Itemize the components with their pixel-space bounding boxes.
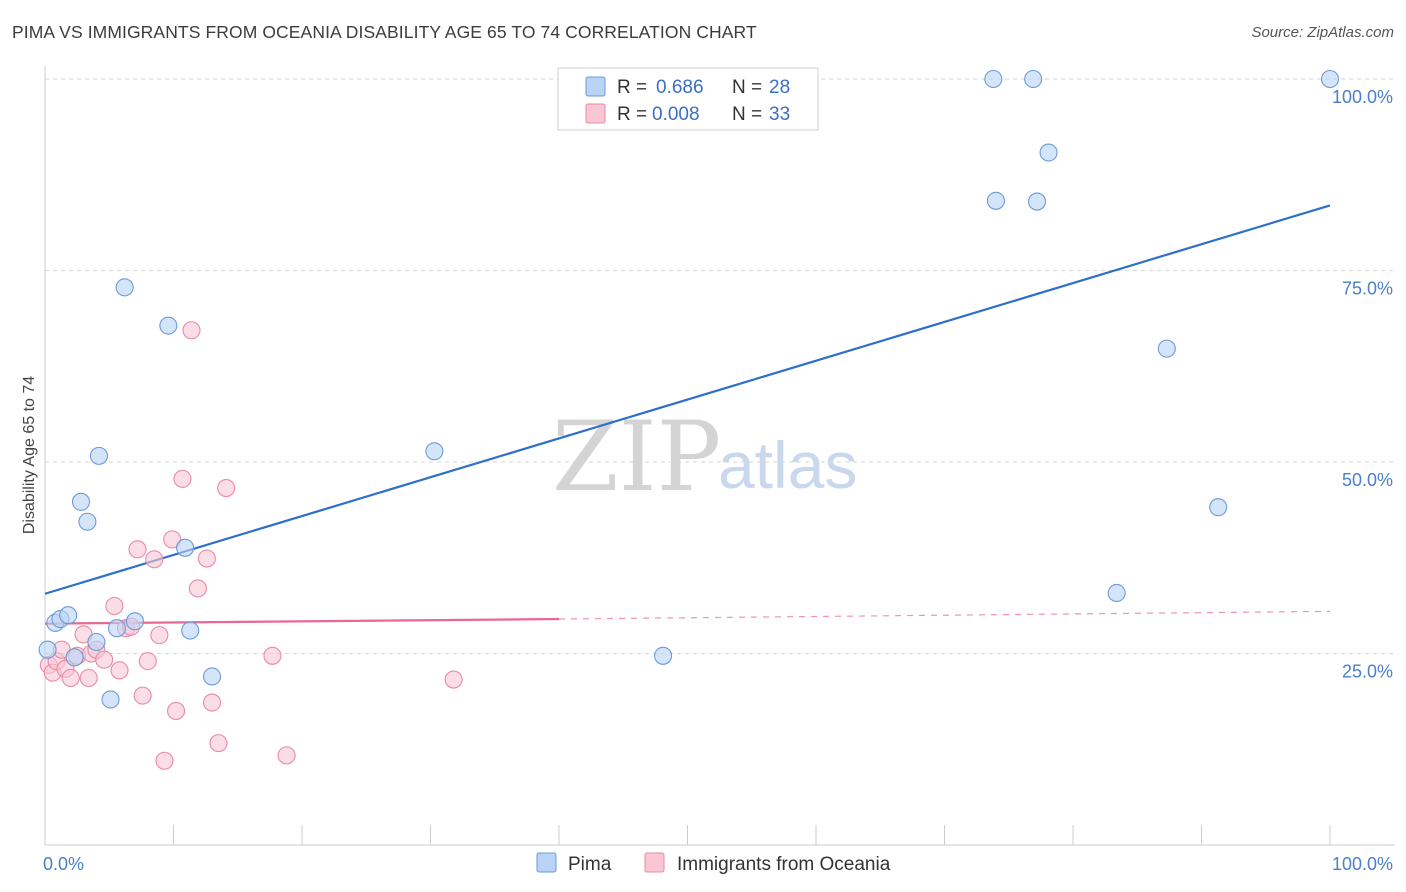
x-tick-labels: 0.0% 100.0% <box>43 854 1393 874</box>
x-tick-label-1: 100.0% <box>1332 854 1393 874</box>
watermark-zip: ZIP <box>552 401 721 513</box>
point-pima-27 <box>1320 69 1340 89</box>
point-pima-22 <box>1027 192 1047 211</box>
point-pima-15 <box>181 621 200 640</box>
bottom-legend-swatch-oceania <box>644 852 665 873</box>
legend-r-label-pima: R = <box>617 77 647 98</box>
y-tick-label-0: 25.0% <box>1342 662 1393 682</box>
point-pima-16 <box>203 667 222 686</box>
point-oceania-20 <box>150 626 169 645</box>
point-pima-17 <box>425 442 444 461</box>
axes <box>44 66 1395 846</box>
point-pima-19 <box>984 69 1003 89</box>
y-tick-labels: 25.0% 50.0% 75.0% 100.0% <box>1332 87 1393 682</box>
point-oceania-29 <box>209 734 228 753</box>
point-pima-11 <box>115 278 134 297</box>
bottom-legend-swatch-pima <box>536 852 557 873</box>
point-pima-14 <box>176 538 195 557</box>
point-oceania-33 <box>444 670 463 689</box>
y-tick-label-2: 75.0% <box>1342 279 1393 299</box>
trend-line-pima <box>44 204 1331 595</box>
point-oceania-32 <box>277 746 296 765</box>
bottom-legend: Pima Immigrants from Oceania <box>536 852 891 875</box>
legend: R = 0.686 N = 28 R = 0.008 N = 33 <box>557 67 819 131</box>
point-pima-6 <box>78 512 97 531</box>
point-oceania-18 <box>138 652 157 671</box>
point-oceania-30 <box>217 478 236 498</box>
point-oceania-21 <box>155 751 174 770</box>
y-tick-label-1: 50.0% <box>1342 470 1393 490</box>
point-pima-18 <box>654 646 673 665</box>
point-pima-25 <box>1157 339 1176 358</box>
point-oceania-11 <box>95 650 114 669</box>
point-oceania-24 <box>173 469 192 488</box>
point-pima-4 <box>65 648 84 667</box>
legend-n-label-oceania: N = <box>732 104 762 125</box>
bottom-legend-label-pima: Pima <box>568 854 612 875</box>
legend-r-value-pima: 0.686 <box>656 77 704 98</box>
point-pima-3 <box>59 606 78 625</box>
point-pima-10 <box>107 619 127 638</box>
point-oceania-22 <box>163 530 182 549</box>
point-oceania-25 <box>182 321 201 340</box>
point-pima-0 <box>38 640 57 659</box>
trend-line-oceania-dashed <box>558 610 1331 620</box>
x-tick-label-0: 0.0% <box>43 854 84 874</box>
legend-n-value-pima: 28 <box>769 77 790 98</box>
watermark: ZIP atlas <box>552 401 857 513</box>
point-pima-12 <box>125 612 144 631</box>
y-axis-label: Disability Age 65 to 74 <box>21 376 38 534</box>
point-oceania-5 <box>61 668 80 688</box>
bottom-legend-label-oceania: Immigrants from Oceania <box>677 854 891 875</box>
legend-swatch-pima <box>585 76 606 97</box>
point-oceania-23 <box>167 701 186 721</box>
point-oceania-8 <box>79 668 98 688</box>
point-pima-9 <box>101 690 120 709</box>
point-pima-8 <box>89 446 109 465</box>
watermark-atlas: atlas <box>718 428 857 502</box>
point-pima-26 <box>1209 498 1228 517</box>
point-oceania-17 <box>133 686 152 705</box>
legend-swatch-oceania <box>585 103 606 124</box>
point-pima-24 <box>1107 583 1126 603</box>
point-oceania-16 <box>128 540 147 559</box>
point-oceania-13 <box>110 661 129 680</box>
chart-title: PIMA VS IMMIGRANTS FROM OCEANIA DISABILI… <box>12 22 757 42</box>
point-pima-7 <box>87 632 106 652</box>
legend-n-value-oceania: 33 <box>769 104 790 125</box>
legend-r-value-oceania: 0.008 <box>652 104 700 125</box>
data-points <box>38 69 1340 770</box>
point-pima-5 <box>71 492 91 511</box>
point-oceania-26 <box>188 579 207 598</box>
y-tick-label-3: 100.0% <box>1332 87 1393 107</box>
source-label: Source: ZipAtlas.com <box>1251 24 1394 41</box>
point-pima-21 <box>1024 69 1043 89</box>
legend-r-label-oceania: R = <box>617 104 647 125</box>
point-pima-23 <box>1039 143 1058 162</box>
point-oceania-27 <box>197 549 216 568</box>
grid-lines <box>45 78 1395 654</box>
legend-n-label-pima: N = <box>732 77 762 98</box>
point-oceania-19 <box>145 550 164 569</box>
point-oceania-28 <box>203 693 222 712</box>
point-oceania-12 <box>105 596 124 616</box>
point-oceania-31 <box>263 646 282 665</box>
point-pima-20 <box>986 191 1005 210</box>
point-pima-13 <box>159 316 178 335</box>
